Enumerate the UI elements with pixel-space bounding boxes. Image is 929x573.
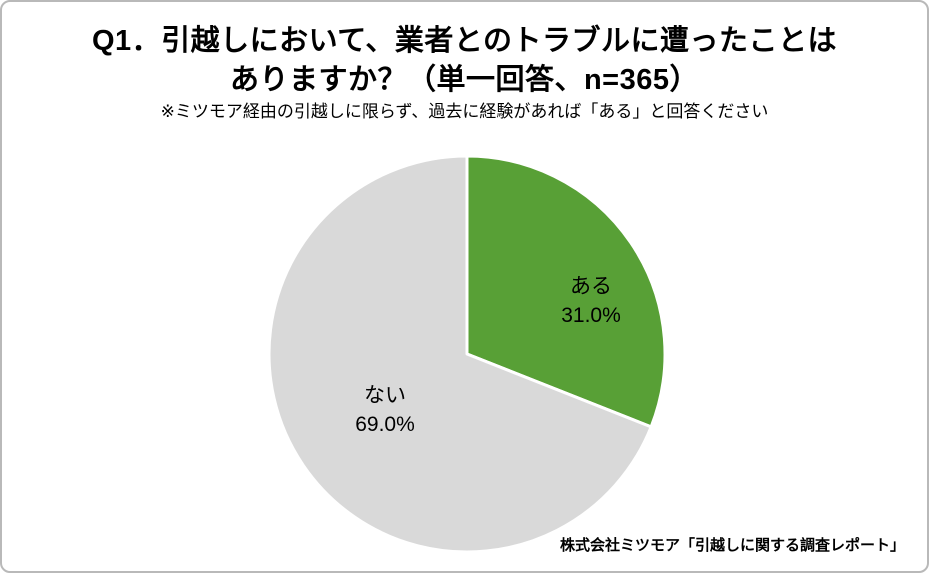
slice-label-aru-value: 31.0% xyxy=(561,304,621,327)
chart-title-line2: ありますか？（単一回答、n=365） xyxy=(229,64,700,96)
chart-title: Q1．引越しにおいて、業者とのトラブルに遭ったことは ありますか？（単一回答、n… xyxy=(2,22,927,100)
chart-title-line1: Q1．引越しにおいて、業者とのトラブルに遭ったことは xyxy=(91,25,838,57)
slice-label-nai: ない 69.0% xyxy=(355,381,415,439)
pie-slice-0 xyxy=(465,154,667,429)
pie-slice-1 xyxy=(267,154,653,554)
slice-label-nai-text: ない xyxy=(363,384,406,407)
chart-subtitle: ※ミツモア経由の引越しに限らず、過去に経験があれば「ある」と回答ください xyxy=(160,102,769,121)
pie-chart-plot xyxy=(267,154,667,554)
slice-label-aru-text: ある xyxy=(569,275,612,298)
source-credit: 株式会社ミツモア「引越しに関する調査レポート」 xyxy=(559,537,905,554)
slice-label-nai-value: 69.0% xyxy=(355,413,415,436)
slice-label-aru: ある 31.0% xyxy=(561,272,621,330)
